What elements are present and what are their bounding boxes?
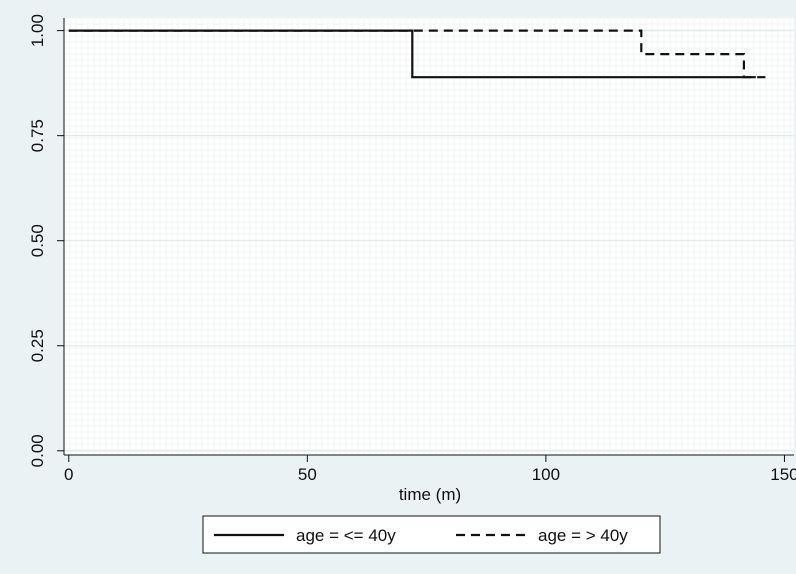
x-tick-label: 50 bbox=[298, 465, 317, 484]
fine-grid bbox=[63, 17, 794, 455]
legend-label-2: age = > 40y bbox=[538, 526, 628, 545]
y-tick-label: 0.25 bbox=[28, 329, 47, 362]
x-tick-label: 150 bbox=[770, 465, 796, 484]
x-tick-label: 0 bbox=[64, 465, 73, 484]
y-tick-label: 1.00 bbox=[28, 14, 47, 47]
axes-layer: 0 50 100 150 0.00 0.25 0.50 0.75 1.00 bbox=[28, 14, 796, 484]
legend: age = <= 40y age = > 40y bbox=[202, 515, 661, 554]
series-line-2 bbox=[68, 29, 766, 79]
y-tick-label: 0.50 bbox=[28, 224, 47, 257]
plot-area bbox=[64, 18, 794, 455]
y-tick-label: 0.00 bbox=[28, 434, 47, 467]
series-layer bbox=[68, 29, 766, 79]
x-tick-label: 100 bbox=[532, 465, 560, 484]
y-tick-label: 0.75 bbox=[28, 119, 47, 152]
x-axis-title: time (m) bbox=[399, 485, 461, 504]
legend-label-1: age = <= 40y bbox=[296, 526, 396, 545]
